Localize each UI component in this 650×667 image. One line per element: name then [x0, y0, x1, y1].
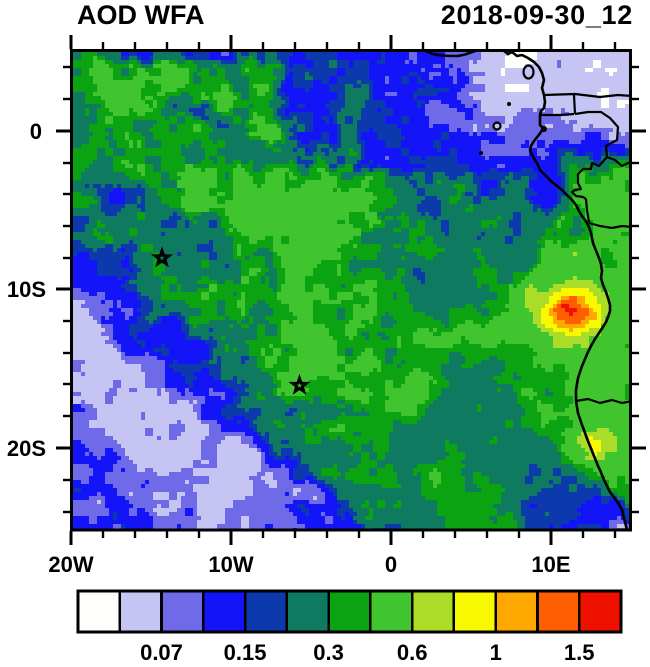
svg-text:10E: 10E [531, 552, 570, 577]
svg-text:0.3: 0.3 [313, 640, 344, 665]
svg-text:0.6: 0.6 [397, 640, 428, 665]
svg-text:0: 0 [30, 119, 42, 144]
svg-text:2018-09-30_12: 2018-09-30_12 [441, 0, 633, 30]
svg-text:AOD WFA: AOD WFA [77, 0, 205, 30]
svg-text:10S: 10S [7, 277, 46, 302]
svg-text:1: 1 [490, 640, 502, 665]
svg-text:0.15: 0.15 [224, 640, 267, 665]
svg-text:0.07: 0.07 [140, 640, 183, 665]
svg-text:20S: 20S [7, 436, 46, 461]
svg-text:1.5: 1.5 [564, 640, 595, 665]
svg-text:0: 0 [385, 552, 397, 577]
svg-text:20W: 20W [48, 552, 93, 577]
svg-text:10W: 10W [208, 552, 253, 577]
